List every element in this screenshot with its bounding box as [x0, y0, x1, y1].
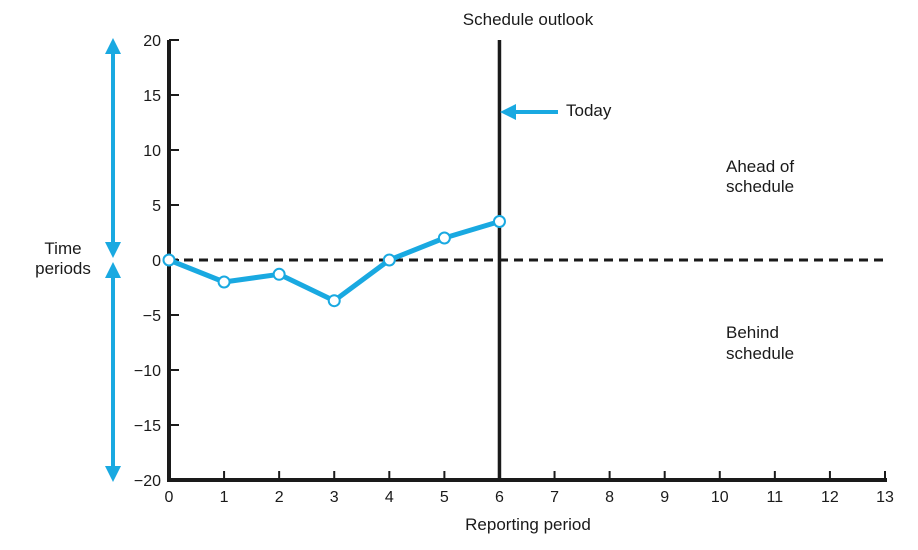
x-axis-label: Reporting period	[465, 515, 591, 534]
data-point	[492, 215, 506, 228]
chart-title: Schedule outlook	[462, 10, 594, 29]
today-label: Today	[566, 101, 612, 120]
y-axis-label-text: Time periods	[35, 239, 91, 278]
x-tick-label: 12	[821, 489, 839, 506]
y-tick-label: 15	[143, 88, 161, 105]
data-point	[382, 253, 396, 267]
x-tick-label: 7	[550, 489, 559, 506]
behind-label-line2: schedule	[726, 344, 795, 363]
behind-label-line1: Behind	[726, 323, 779, 342]
x-tick-label: 8	[605, 489, 614, 506]
x-tick-label: 2	[275, 489, 284, 506]
x-tick-label: 11	[767, 489, 784, 506]
y-tick-label: −5	[143, 308, 161, 325]
y-tick-label: −15	[134, 418, 161, 435]
ahead-label-line1: Ahead of	[726, 157, 795, 176]
y-tick-label: −20	[134, 473, 161, 490]
ahead-label-line2: schedule	[726, 177, 795, 196]
x-tick-label: 3	[330, 489, 339, 506]
x-tick-label: 6	[495, 489, 504, 506]
y-tick-label: 5	[152, 198, 161, 215]
y-axis-label: Time periods	[28, 239, 98, 279]
y-tick-label: 10	[143, 143, 161, 160]
x-tick-label: 13	[876, 489, 894, 506]
x-tick-label: 4	[385, 489, 394, 506]
y-tick-label: 0	[152, 253, 161, 270]
y-tick-label: 20	[143, 33, 161, 50]
data-point	[437, 231, 451, 245]
x-tick-label: 0	[165, 489, 174, 506]
data-point	[162, 253, 176, 267]
x-tick-label: 9	[660, 489, 669, 506]
x-tick-label: 5	[440, 489, 449, 506]
x-tick-label: 1	[220, 489, 229, 506]
x-tick-label: 10	[711, 489, 729, 506]
data-point	[272, 267, 286, 281]
data-point	[327, 294, 341, 308]
data-point	[217, 275, 231, 289]
y-tick-label: −10	[134, 363, 161, 380]
